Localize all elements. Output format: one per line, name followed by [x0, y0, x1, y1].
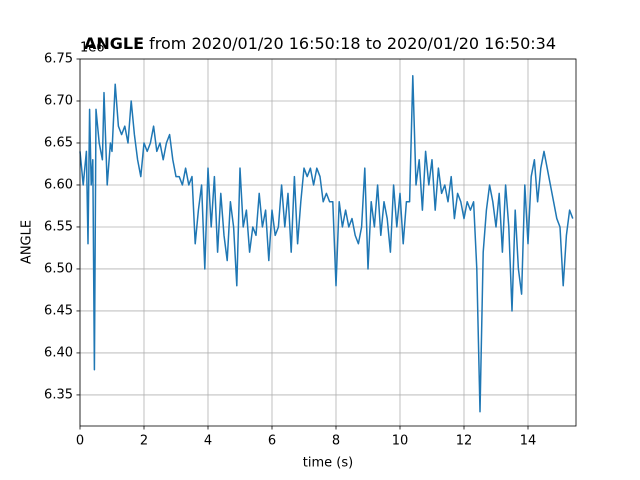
x-tick-label: 14	[520, 434, 537, 449]
x-tick-label: 4	[204, 434, 212, 449]
y-tick-label: 6.55	[44, 219, 73, 234]
title-bold: ANGLE	[84, 34, 144, 53]
chart-title: ANGLE from 2020/01/20 16:50:18 to 2020/0…	[84, 34, 556, 53]
axes-frame	[79, 58, 577, 427]
title-rest: from 2020/01/20 16:50:18 to 2020/01/20 1…	[144, 34, 556, 53]
x-tick-label: 10	[392, 434, 409, 449]
y-tick-label: 6.65	[44, 135, 73, 150]
y-offset-label: 1e6	[80, 41, 105, 56]
x-tick-label: 2	[140, 434, 148, 449]
y-tick-label: 6.60	[44, 177, 73, 192]
x-axis-label: time (s)	[303, 456, 353, 471]
x-tick-label: 0	[76, 434, 84, 449]
y-tick-label: 6.45	[44, 303, 73, 318]
y-tick-label: 6.40	[44, 345, 73, 360]
y-tick-label: 6.70	[44, 93, 73, 108]
x-tick-label: 8	[332, 434, 340, 449]
x-tick-label: 12	[456, 434, 473, 449]
y-tick-label: 6.50	[44, 261, 73, 276]
x-tick-label: 6	[268, 434, 276, 449]
y-axis-label: ANGLE	[20, 220, 35, 264]
data-line	[79, 75, 574, 413]
y-tick-label: 6.35	[44, 387, 73, 402]
y-tick-label: 6.75	[44, 52, 73, 67]
